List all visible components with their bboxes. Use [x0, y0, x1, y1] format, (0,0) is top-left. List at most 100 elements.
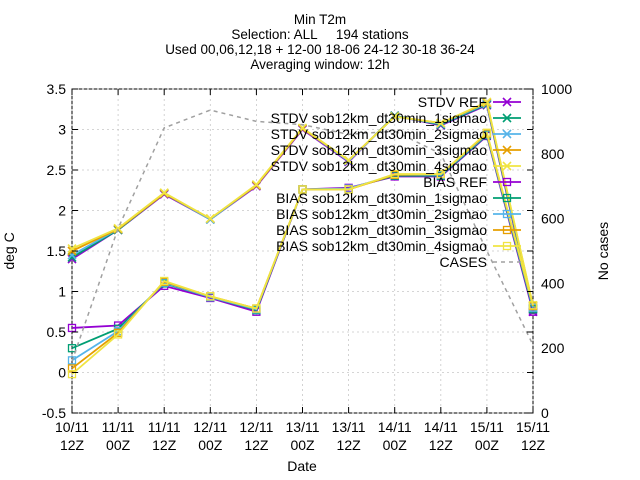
- x-tick-label-date: 11/11: [102, 419, 135, 435]
- legend-label: CASES: [440, 254, 487, 270]
- legend-label: BIAS REF: [423, 174, 487, 190]
- legend-label: STDV sob12km_dt30min_3sigmao: [271, 142, 488, 158]
- data-point: [482, 97, 492, 107]
- y-axis-label: deg C: [1, 232, 17, 269]
- legend-label: STDV sob12km_dt30min_1sigmao: [271, 110, 488, 126]
- data-point: [113, 223, 123, 233]
- axes: -0.5 0 0.5 1 1.5 2 2.5 3 3.5 0 200 400 600 800 1000 10/…: [42, 81, 572, 453]
- data-point: [67, 323, 77, 333]
- data-point: [251, 180, 261, 190]
- x-tick-label-hour: 12Z: [60, 437, 85, 453]
- data-point: [528, 301, 538, 310]
- legend-marker: [502, 113, 512, 123]
- x-tick-label-date: 13/11: [332, 419, 366, 435]
- y2-axis-label: No cases: [595, 222, 611, 280]
- x-tick-label-hour: 00Z: [106, 437, 131, 453]
- y-tick-label: 3: [58, 122, 66, 138]
- x-axis-label: Date: [287, 458, 317, 474]
- y-tick-label: 0: [58, 365, 66, 381]
- chart-subtitle-selection: Selection: ALL 194 stations: [231, 27, 409, 42]
- x-tick-label-hour: 12Z: [521, 437, 546, 453]
- data-point: [67, 369, 77, 379]
- legend-marker: [502, 161, 512, 171]
- data-point: [344, 185, 353, 194]
- legend-label: BIAS sob12km_dt30min_3sigmao: [276, 222, 487, 238]
- data-point: [482, 128, 492, 137]
- data-point: [67, 250, 77, 260]
- legend-marker: [502, 145, 512, 155]
- x-tick-label-hour: 00Z: [198, 437, 223, 453]
- y-tick-label: 1.5: [47, 243, 67, 259]
- y-tick-label: 1: [58, 284, 66, 300]
- legend-label: BIAS sob12km_dt30min_4sigmao: [276, 238, 487, 254]
- series-4: [67, 97, 538, 310]
- y2-tick-label: 1000: [541, 81, 572, 97]
- data-point: [113, 330, 123, 339]
- x-tick-label-date: 13/11: [286, 419, 320, 435]
- legend-label: STDV REF: [418, 94, 487, 110]
- y2-tick-label: 600: [541, 211, 565, 227]
- data-point: [436, 169, 445, 179]
- data-point: [344, 155, 354, 165]
- data-point: [390, 111, 400, 122]
- x-tick-label-hour: 12Z: [429, 437, 454, 453]
- legend-marker: [502, 97, 512, 107]
- legend-marker: [502, 177, 512, 187]
- x-tick-label-hour: 00Z: [475, 437, 500, 453]
- legend-label: BIAS sob12km_dt30min_1sigmao: [276, 190, 487, 206]
- data-point: [67, 344, 77, 353]
- x-tick-label-date: 12/11: [239, 419, 273, 435]
- y2-tick-label: 200: [541, 340, 565, 356]
- x-tick-label-date: 11/11: [148, 419, 181, 435]
- data-point: [159, 188, 169, 198]
- legend-marker: [502, 209, 512, 219]
- y-tick-label: 2: [58, 203, 66, 219]
- data-point: [67, 356, 77, 365]
- y-tick-label: 3.5: [47, 81, 67, 97]
- data-point: [390, 169, 399, 179]
- legend-marker: [502, 193, 512, 203]
- x-tick-label-hour: 00Z: [383, 437, 408, 453]
- chart-subtitle-used: Used 00,06,12,18 + 12-00 18-06 24-12 30-…: [165, 42, 475, 57]
- data-point: [67, 252, 77, 263]
- x-tick-label-date: 15/11: [516, 419, 550, 435]
- x-tick-label-hour: 12Z: [152, 437, 177, 453]
- series-layer: [67, 97, 538, 379]
- series-9: [67, 128, 538, 379]
- data-point: [205, 214, 215, 224]
- data-point: [252, 304, 261, 313]
- legend-marker: [502, 225, 512, 235]
- y2-tick-label: 800: [541, 146, 565, 162]
- y-tick-label: 0.5: [47, 324, 67, 340]
- legend-label: STDV sob12km_dt30min_2sigmao: [271, 126, 488, 142]
- x-tick-label-hour: 12Z: [244, 437, 269, 453]
- legend-marker: [502, 129, 512, 139]
- y-tick-label: 2.5: [47, 162, 67, 178]
- x-tick-label-date: 15/11: [470, 419, 504, 435]
- x-tick-label-date: 14/11: [378, 419, 412, 435]
- series-line: [71, 131, 534, 375]
- legend-label: BIAS sob12km_dt30min_2sigmao: [276, 206, 487, 222]
- data-point: [160, 276, 169, 286]
- legend-label: STDV sob12km_dt30min_4sigmao: [271, 158, 488, 174]
- legend-marker: [502, 241, 512, 251]
- series-line: [71, 109, 534, 362]
- y2-tick-label: 0: [541, 405, 549, 421]
- data-point: [298, 185, 307, 194]
- x-tick-label-hour: 00Z: [290, 437, 315, 453]
- x-tick-label-date: 10/11: [55, 419, 89, 435]
- x-tick-label-hour: 12Z: [337, 437, 362, 453]
- chart-title-line: Min T2m: [293, 12, 347, 27]
- data-point: [67, 364, 77, 373]
- data-point: [297, 123, 308, 133]
- y-tick-label: -0.5: [42, 405, 66, 421]
- x-tick-label-date: 14/11: [424, 419, 458, 435]
- y2-tick-label: 400: [541, 275, 565, 291]
- series-10: [71, 109, 534, 362]
- data-point: [206, 292, 215, 301]
- data-point: [436, 118, 446, 128]
- x-tick-label-date: 12/11: [193, 419, 227, 435]
- chart-subtitle-window: Averaging window: 12h: [250, 57, 390, 72]
